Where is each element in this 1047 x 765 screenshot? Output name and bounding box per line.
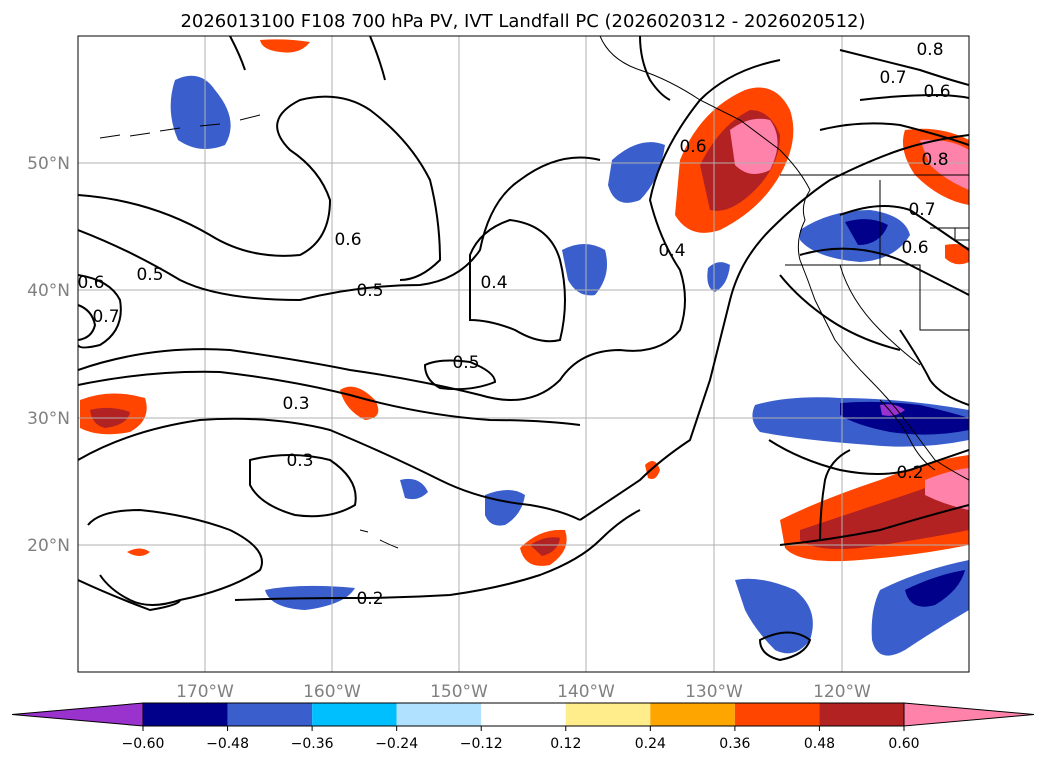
contour-label: 0.5 bbox=[452, 353, 479, 373]
colorbar-extend-high bbox=[903, 702, 1035, 727]
lon-label-120w: 120°W bbox=[813, 682, 871, 702]
contour-label: 0.3 bbox=[282, 394, 309, 414]
latitude-labels: 50°N 40°N 30°N 20°N bbox=[27, 154, 70, 556]
lon-label-170w: 170°W bbox=[176, 682, 234, 702]
lon-label-130w: 130°W bbox=[685, 682, 743, 702]
pv-contours bbox=[78, 36, 969, 662]
contour-label: 0.4 bbox=[658, 241, 685, 261]
colorbar-segment bbox=[312, 703, 397, 726]
lat-label-30n: 30°N bbox=[27, 409, 70, 429]
contour-label: 0.6 bbox=[923, 82, 950, 102]
colorbar-extend-low bbox=[11, 702, 144, 727]
colorbar-tick-label: 0.36 bbox=[719, 736, 750, 752]
lat-label-50n: 50°N bbox=[27, 154, 70, 174]
contour-label: 0.3 bbox=[286, 451, 313, 471]
longitude-labels: 170°W 160°W 150°W 140°W 130°W 120°W bbox=[176, 682, 871, 702]
contour-label: 0.6 bbox=[679, 137, 706, 157]
colorbar-tick-label: 0.60 bbox=[888, 736, 919, 752]
colorbar-segment bbox=[819, 703, 904, 726]
colorbar-segment bbox=[481, 703, 566, 726]
contour-label: 0.5 bbox=[356, 281, 383, 301]
contour-label: 0.7 bbox=[908, 200, 935, 220]
colorbar-segment bbox=[227, 703, 313, 726]
colorbar-segment bbox=[396, 703, 482, 726]
colorbar-outline bbox=[142, 702, 905, 727]
contour-labels: 0.8 0.7 0.6 0.6 0.8 0.7 0.6 0.6 0.5 0.5 … bbox=[77, 40, 951, 609]
map-frame bbox=[77, 35, 970, 673]
colorbar-tick-label: 0.12 bbox=[550, 736, 581, 752]
colorbar-tick-label: −0.12 bbox=[460, 736, 503, 752]
lon-label-140w: 140°W bbox=[557, 682, 615, 702]
colorbar-tick-label: −0.60 bbox=[122, 736, 165, 752]
contour-label: 0.6 bbox=[77, 273, 104, 293]
colorbar-tick-label: −0.48 bbox=[206, 736, 249, 752]
map-title: 2026013100 F108 700 hPa PV, IVT Landfall… bbox=[180, 11, 865, 32]
contour-label: 0.6 bbox=[334, 230, 361, 250]
contour-label: 0.7 bbox=[879, 68, 906, 88]
colorbar-segment bbox=[734, 703, 820, 726]
contour-label: 0.6 bbox=[901, 238, 928, 258]
contour-label: 0.2 bbox=[896, 463, 923, 483]
lon-label-150w: 150°W bbox=[430, 682, 488, 702]
contour-label: 0.8 bbox=[916, 40, 943, 60]
contour-label: 0.5 bbox=[136, 265, 163, 285]
contour-label: 0.7 bbox=[92, 307, 119, 327]
colorbar-tick-label: −0.36 bbox=[291, 736, 334, 752]
lat-label-40n: 40°N bbox=[27, 281, 70, 301]
colorbar: −0.60 −0.48 −0.36 −0.24 −0.12 0.12 0.24 0.36 0.4… bbox=[11, 702, 1035, 752]
colorbar-segment bbox=[650, 703, 735, 726]
colorbar-tick-label: 0.48 bbox=[804, 736, 835, 752]
contour-label: 0.2 bbox=[356, 589, 383, 609]
colorbar-tick-label: −0.24 bbox=[375, 736, 418, 752]
colorbar-tick-label: 0.24 bbox=[635, 736, 666, 752]
colorbar-segment bbox=[143, 703, 228, 726]
contour-label: 0.4 bbox=[480, 273, 507, 293]
lat-label-20n: 20°N bbox=[27, 536, 70, 556]
lon-label-160w: 160°W bbox=[303, 682, 361, 702]
contour-label: 0.8 bbox=[921, 150, 948, 170]
colorbar-segment bbox=[565, 703, 651, 726]
